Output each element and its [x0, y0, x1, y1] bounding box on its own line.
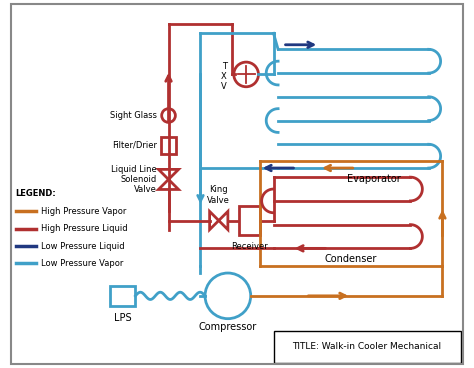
Text: Compressor: Compressor — [199, 322, 257, 332]
Text: Sight Glass: Sight Glass — [110, 111, 157, 120]
Text: High Pressure Vapor: High Pressure Vapor — [41, 207, 126, 216]
Text: LEGEND:: LEGEND: — [16, 188, 56, 198]
Text: T
X
V: T X V — [221, 62, 227, 92]
Text: High Pressure Liquid: High Pressure Liquid — [41, 224, 128, 233]
Bar — [273, 331, 461, 363]
Bar — [161, 137, 176, 154]
Text: Evaporator: Evaporator — [347, 174, 401, 184]
Text: Liquid Line
Solenoid
Valve: Liquid Line Solenoid Valve — [111, 164, 157, 194]
Text: Receiver: Receiver — [231, 242, 268, 251]
Text: Low Pressure Liquid: Low Pressure Liquid — [41, 241, 124, 251]
Bar — [239, 206, 260, 236]
Bar — [110, 286, 136, 306]
Text: King
Valve: King Valve — [207, 185, 230, 205]
Text: Condenser: Condenser — [325, 254, 377, 263]
Text: TITLE: Walk-in Cooler Mechanical: TITLE: Walk-in Cooler Mechanical — [292, 343, 442, 351]
Text: Filter/Drier: Filter/Drier — [112, 141, 157, 150]
Text: LPS: LPS — [114, 313, 132, 323]
Text: Low Pressure Vapor: Low Pressure Vapor — [41, 259, 123, 268]
